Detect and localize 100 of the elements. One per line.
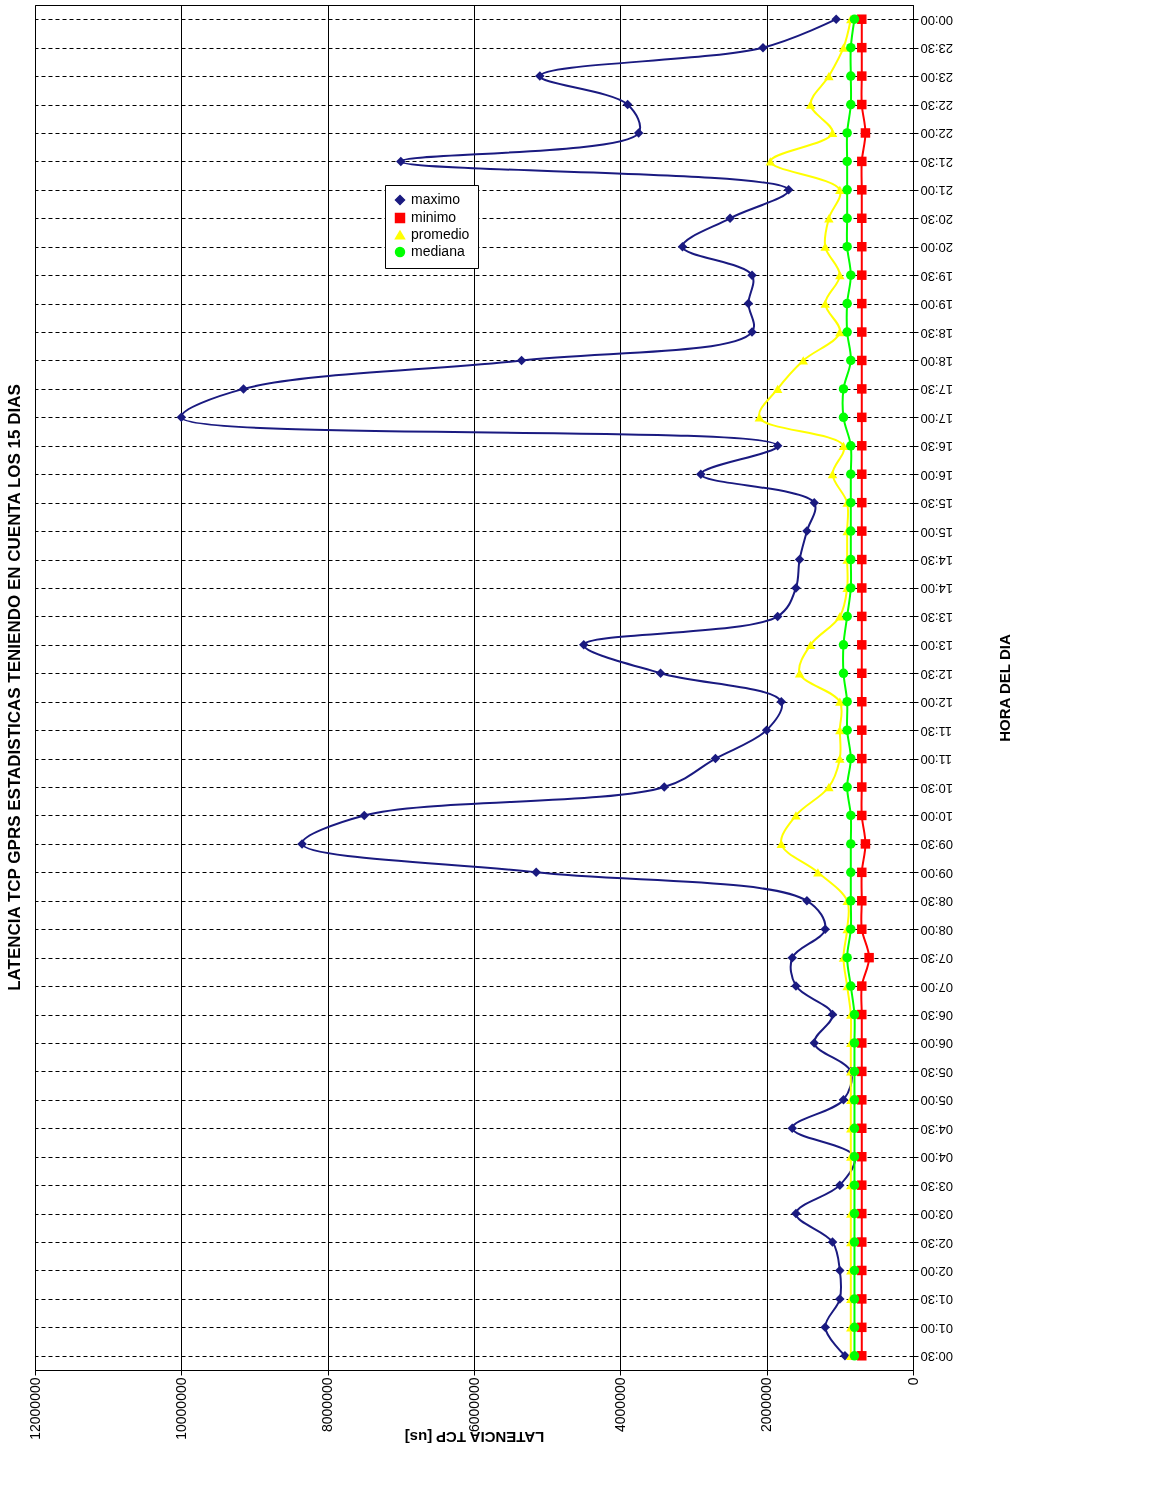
y-tick-label: 01:30	[920, 1292, 954, 1308]
y-tick-label: 12:30	[920, 666, 954, 682]
point	[842, 185, 852, 195]
point	[849, 1095, 860, 1105]
point	[857, 526, 867, 536]
point	[820, 299, 830, 308]
point	[846, 981, 856, 991]
point	[516, 355, 527, 366]
point	[827, 128, 838, 138]
x-tick-label: 10000000	[172, 1377, 189, 1440]
point	[835, 1294, 845, 1304]
point	[772, 441, 783, 451]
point	[849, 1123, 860, 1134]
point	[842, 725, 852, 735]
point	[838, 668, 849, 679]
y-tick-label: 05:30	[920, 1064, 954, 1080]
y-tick-label: 09:30	[920, 837, 954, 853]
point	[835, 1180, 845, 1190]
point	[857, 640, 867, 650]
point	[838, 384, 849, 394]
point	[835, 271, 845, 280]
point	[864, 952, 874, 963]
y-tick-label: 22:00	[920, 126, 954, 142]
y-tick-label: 00:30	[920, 1349, 954, 1365]
y-tick-label: 11:00	[920, 752, 953, 768]
point	[846, 71, 856, 81]
legend-label: minimo	[411, 209, 457, 225]
point	[579, 640, 589, 650]
point	[857, 611, 867, 622]
point	[860, 128, 871, 138]
point	[846, 355, 856, 366]
point	[791, 811, 801, 820]
point	[842, 327, 852, 337]
point	[838, 640, 849, 650]
point	[857, 298, 867, 309]
point	[857, 156, 867, 167]
point	[842, 952, 852, 963]
point	[805, 100, 816, 109]
point	[857, 554, 867, 565]
y-tick-label: 20:30	[920, 211, 954, 227]
y-tick-label: 14:00	[920, 581, 954, 597]
y-tick-label: 02:30	[920, 1235, 954, 1251]
point	[857, 441, 867, 451]
point	[857, 782, 867, 792]
point	[857, 810, 867, 821]
point	[776, 839, 787, 849]
point	[849, 1009, 860, 1020]
y-tick-label: 13:30	[920, 609, 954, 625]
point	[820, 924, 830, 934]
y-tick-label: 23:30	[920, 41, 954, 57]
y-tick-label: 18:30	[920, 325, 954, 341]
point	[857, 696, 867, 707]
point	[857, 384, 867, 394]
point	[831, 14, 841, 24]
point	[820, 1322, 830, 1333]
point	[857, 497, 867, 508]
point	[835, 612, 845, 621]
point	[849, 1237, 860, 1247]
point	[838, 43, 849, 52]
point	[776, 696, 787, 707]
point	[835, 726, 845, 735]
point	[846, 867, 856, 878]
point	[838, 1095, 849, 1105]
text: LATENCIA TCP GPRS ESTADISTICAS TENIENDO EN CUENTA LOS 15 DIAS	[5, 384, 24, 991]
point	[761, 725, 772, 735]
point	[849, 1180, 860, 1190]
legend-label: maximo	[411, 191, 461, 207]
point	[835, 754, 845, 763]
point	[820, 242, 830, 251]
point	[824, 782, 834, 792]
y-tick-label: 21:30	[920, 154, 954, 170]
point	[846, 526, 856, 536]
point	[846, 441, 856, 451]
legend-label: mediana	[411, 243, 465, 259]
point	[846, 583, 856, 593]
y-tick-label: 09:00	[920, 865, 954, 881]
x-tick-label: 2000000	[758, 1377, 775, 1433]
point	[827, 1237, 838, 1247]
y-tick-label: 15:30	[920, 496, 954, 512]
y-tick-label: 00:00	[920, 12, 954, 28]
point	[849, 1294, 860, 1304]
point	[846, 42, 856, 53]
point	[696, 469, 706, 479]
y-tick-label: 14:30	[920, 553, 954, 569]
y-tick-label: 17:00	[920, 410, 954, 426]
point	[835, 1265, 845, 1276]
y-tick-label: 10:00	[920, 808, 954, 824]
point	[846, 554, 856, 565]
y-tick-label: 17:30	[920, 382, 954, 398]
point	[835, 185, 845, 194]
point	[838, 412, 849, 423]
point	[849, 1322, 860, 1333]
y-tick-label: 07:00	[920, 979, 954, 995]
point	[805, 640, 816, 649]
point	[849, 1066, 860, 1077]
point	[842, 241, 852, 252]
point	[794, 669, 805, 678]
point	[846, 270, 856, 280]
point	[842, 782, 852, 792]
point	[857, 867, 867, 878]
